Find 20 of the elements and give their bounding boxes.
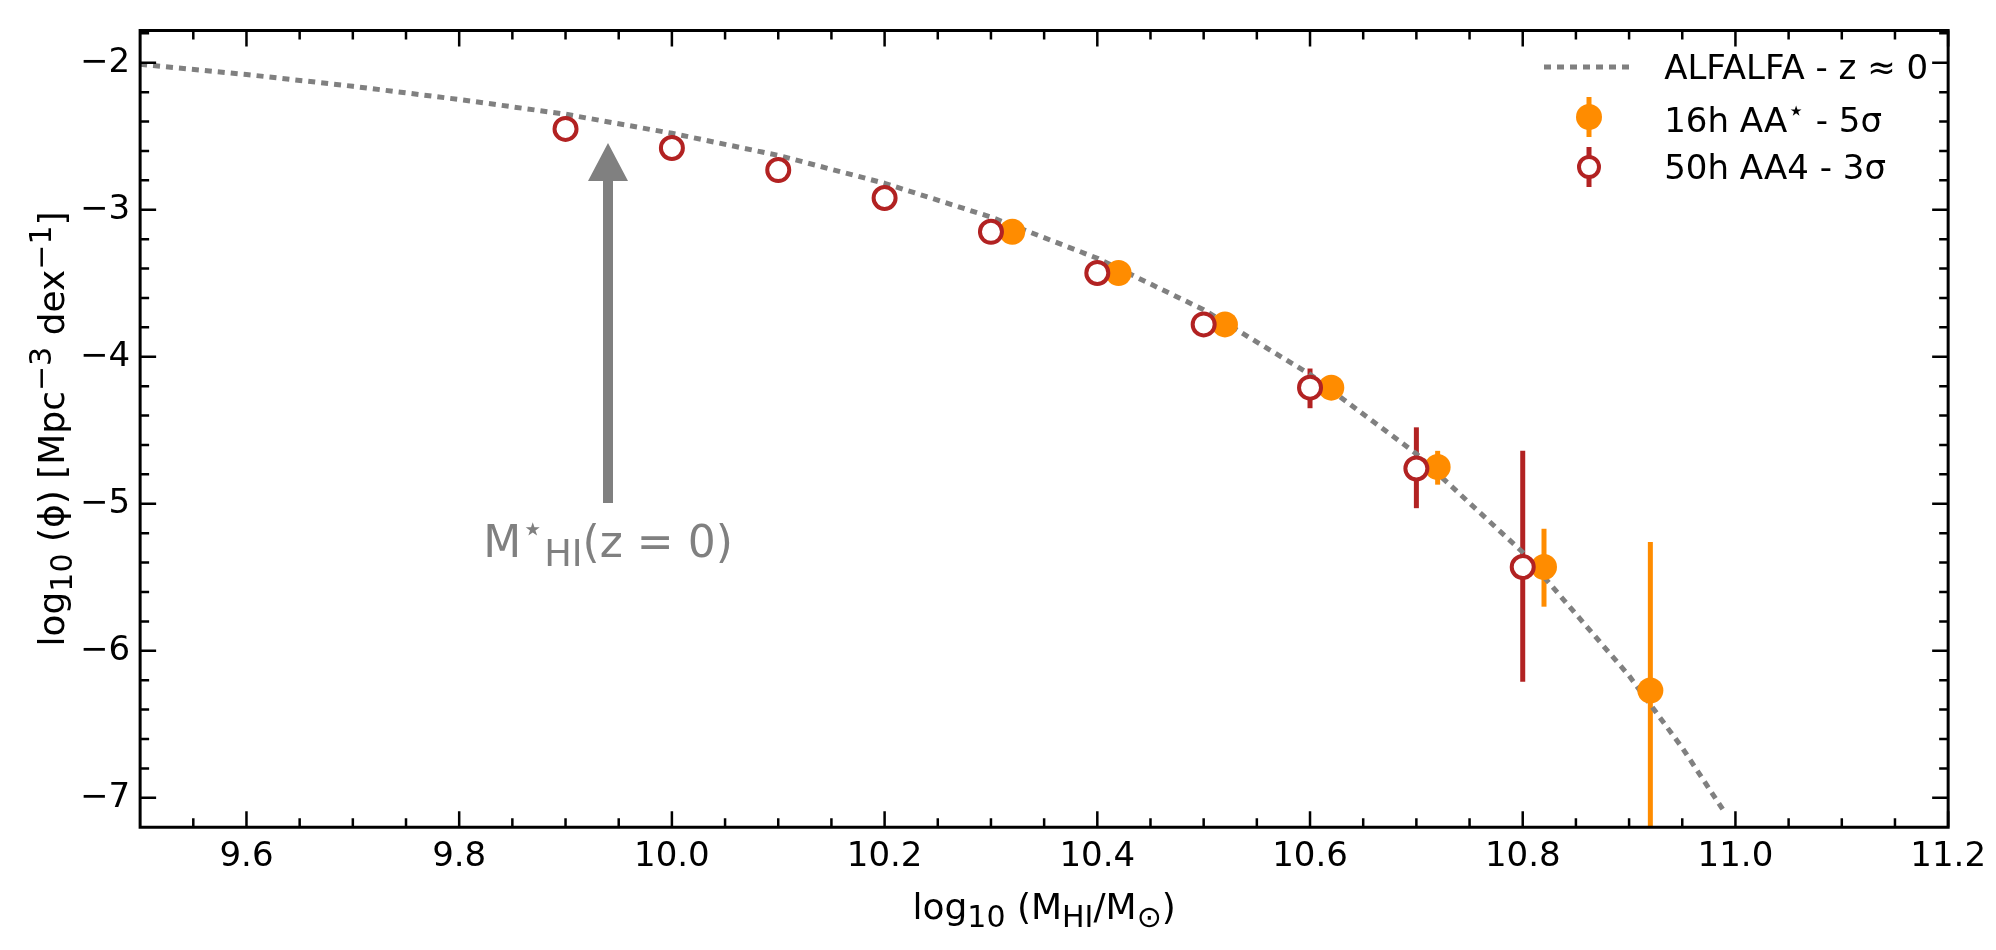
y-tick-label: −4: [80, 333, 131, 374]
x-tick-label: 9.6: [219, 834, 274, 875]
x-tick-label: 10.0: [634, 834, 710, 875]
y-tick-label: −2: [80, 39, 131, 80]
x-tick-label: 11.2: [1910, 834, 1986, 875]
y-tick-label: −5: [80, 480, 131, 521]
y-tick-label: −7: [80, 774, 131, 815]
legend-label: ALFALFA - z ≈ 0: [1664, 47, 1929, 88]
x-tick-label: 10.2: [846, 834, 923, 875]
legend-label: 50h AA4 - 3σ: [1664, 147, 1886, 188]
x-tick-label: 10.8: [1484, 834, 1561, 875]
y-tick-label: −3: [80, 186, 131, 227]
annotation: M$^{⋆}$$_{HI}$(z = 0): [483, 507, 733, 576]
legend-label: 16h AA$^{⋆}$ - 5σ: [1664, 94, 1883, 141]
x-tick-label: 11.0: [1697, 834, 1774, 875]
x-tick-label: 10.4: [1059, 834, 1136, 875]
x-tick-label: 10.6: [1272, 834, 1348, 875]
y-tick-label: −6: [80, 627, 131, 668]
x-axis-title: log$_{10}$ (M$_{HI}$/M$_{⊙}$): [912, 886, 1176, 935]
x-tick-label: 9.8: [432, 834, 487, 875]
